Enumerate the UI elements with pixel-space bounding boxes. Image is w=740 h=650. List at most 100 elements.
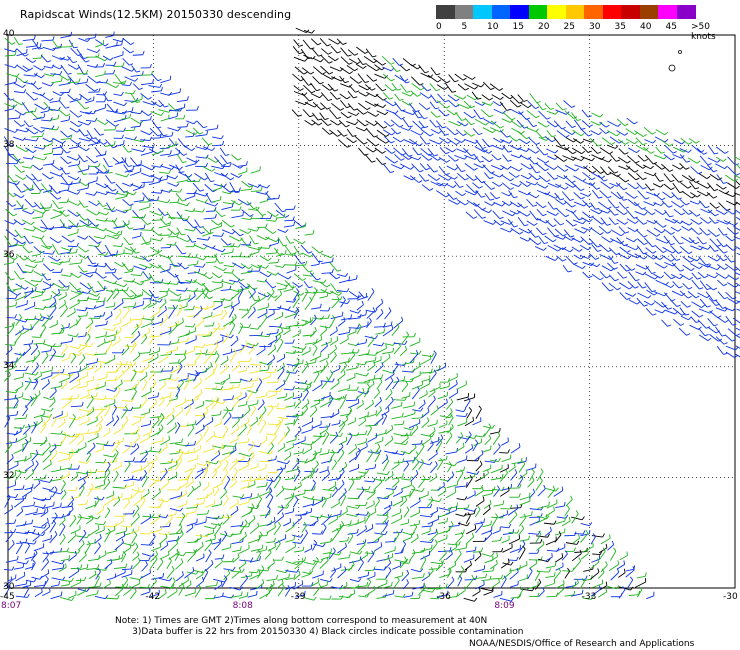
wind-barb-flag bbox=[77, 393, 80, 399]
wind-barb bbox=[642, 164, 651, 170]
wind-barb-flag bbox=[13, 180, 18, 183]
wind-barb bbox=[5, 229, 16, 238]
wind-barb-flag bbox=[215, 159, 220, 163]
wind-barb bbox=[157, 309, 167, 318]
wind-barb bbox=[417, 110, 425, 120]
wind-barb bbox=[132, 54, 143, 56]
wind-barb bbox=[21, 219, 32, 226]
wind-barb bbox=[85, 271, 96, 275]
wind-barb bbox=[70, 138, 78, 145]
wind-barb-flag bbox=[23, 207, 28, 210]
wind-barb bbox=[85, 353, 95, 356]
wind-barb bbox=[564, 236, 572, 241]
wind-barb-flag bbox=[353, 108, 358, 111]
wind-barb bbox=[409, 156, 419, 161]
wind-barb bbox=[337, 388, 350, 392]
wind-barb-flag bbox=[337, 51, 342, 54]
wind-barb bbox=[591, 165, 601, 174]
wind-barb-flag bbox=[285, 250, 287, 255]
wind-barb bbox=[42, 263, 51, 272]
wind-barb bbox=[77, 246, 86, 253]
wind-barb bbox=[193, 210, 203, 213]
wind-barb-flag bbox=[129, 81, 133, 86]
wind-barb bbox=[76, 211, 85, 221]
wind-barb bbox=[400, 450, 410, 455]
wind-barb bbox=[292, 332, 301, 338]
wind-barb bbox=[6, 282, 12, 292]
wind-barb bbox=[391, 451, 404, 456]
wind-barb bbox=[141, 172, 152, 178]
wind-barb bbox=[67, 200, 79, 206]
wind-barb bbox=[646, 220, 655, 225]
wind-barb-flag bbox=[614, 261, 619, 264]
wind-barb bbox=[598, 225, 608, 234]
wind-barb bbox=[13, 288, 22, 291]
wind-barb bbox=[635, 163, 644, 169]
wind-barb-flag bbox=[512, 212, 516, 217]
wind-barb bbox=[663, 173, 671, 182]
wind-barb bbox=[337, 446, 344, 454]
wind-barb bbox=[21, 166, 31, 169]
wind-barb bbox=[41, 350, 51, 353]
wind-barb-flag bbox=[400, 139, 405, 143]
wind-barb-flag bbox=[404, 345, 408, 350]
wind-barb bbox=[382, 92, 390, 100]
wind-barb-flag bbox=[411, 426, 415, 431]
wind-barb bbox=[625, 191, 635, 199]
wind-barb bbox=[13, 182, 22, 193]
wind-barb-flag bbox=[179, 363, 183, 367]
wind-barb bbox=[203, 355, 212, 365]
wind-barb-flag bbox=[20, 161, 25, 164]
wind-barb-flag bbox=[454, 159, 459, 162]
wind-barb-flag bbox=[589, 215, 594, 219]
wind-barb bbox=[597, 174, 605, 182]
wind-barb bbox=[367, 364, 376, 372]
wind-barb bbox=[374, 400, 382, 408]
wind-barb bbox=[6, 200, 13, 207]
wind-barb bbox=[85, 119, 96, 122]
wind-barb-flag bbox=[383, 412, 388, 417]
wind-barb-flag bbox=[634, 169, 639, 173]
wind-barb bbox=[77, 145, 87, 152]
wind-barb-flag bbox=[311, 122, 316, 126]
wind-barb bbox=[375, 94, 384, 101]
wind-barb bbox=[169, 290, 179, 297]
wind-barb bbox=[653, 162, 663, 170]
wind-barb-flag bbox=[452, 184, 457, 188]
wind-barb-flag bbox=[111, 416, 114, 421]
wind-barb-flag bbox=[52, 36, 55, 41]
wind-barb-flag bbox=[317, 42, 322, 46]
wind-barb-flag bbox=[113, 61, 117, 66]
wind-barb bbox=[103, 431, 111, 438]
wind-barb bbox=[274, 315, 283, 321]
wind-barb-flag bbox=[182, 252, 187, 255]
wind-barb-flag bbox=[374, 356, 377, 361]
wind-barb-flag bbox=[377, 443, 381, 448]
wind-barb-flag bbox=[149, 299, 152, 304]
wind-barb-flag bbox=[237, 278, 241, 283]
wind-barb bbox=[312, 451, 322, 455]
wind-barb bbox=[699, 298, 708, 308]
wind-barb bbox=[113, 252, 124, 257]
wind-barb-flag bbox=[85, 60, 90, 63]
wind-barb-flag bbox=[408, 154, 413, 157]
wind-barb-flag bbox=[142, 148, 146, 152]
wind-barb-flag bbox=[705, 263, 710, 266]
wind-barb bbox=[329, 435, 338, 444]
wind-barb-flag bbox=[589, 219, 593, 223]
wind-barb-flag bbox=[279, 323, 283, 328]
wind-barb bbox=[627, 199, 637, 207]
wind-barb bbox=[607, 130, 617, 137]
wind-barb bbox=[124, 92, 134, 95]
wind-barb bbox=[6, 317, 15, 319]
wind-barb bbox=[409, 447, 417, 454]
wind-barb-flag bbox=[177, 293, 182, 297]
wind-barb-flag bbox=[277, 328, 279, 334]
wind-barb-flag bbox=[382, 97, 387, 101]
wind-barb-flag bbox=[403, 376, 406, 381]
wind-barb-flag bbox=[490, 198, 495, 201]
wind-barb bbox=[149, 263, 159, 269]
wind-barb-flag bbox=[147, 197, 150, 203]
wind-barb bbox=[194, 392, 203, 399]
wind-barb-flag bbox=[87, 429, 90, 434]
